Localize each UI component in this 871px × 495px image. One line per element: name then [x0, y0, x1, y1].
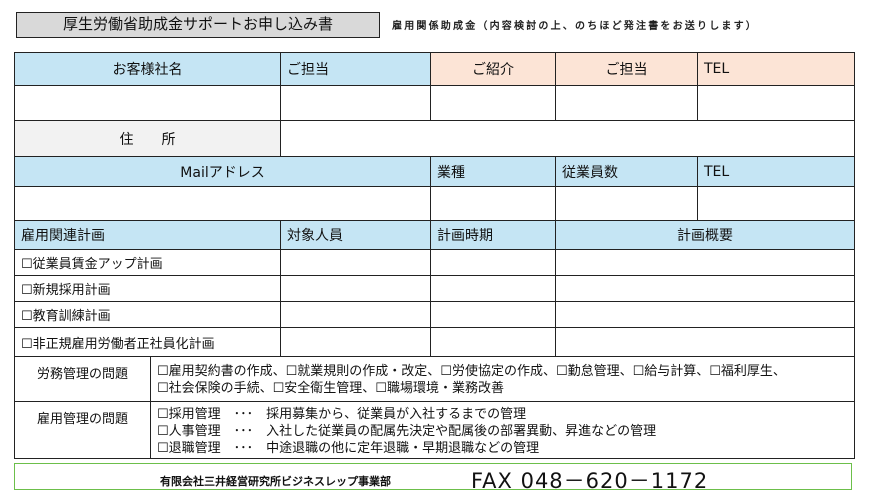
plan-checkbox-training[interactable]: ☐教育訓練計画 — [14, 301, 281, 328]
labor-options-line[interactable]: ☐社会保険の手続、☐安全衛生管理、☐職場環境・業務改善 — [157, 381, 504, 396]
labor-issues-label: 労務管理の問題 — [14, 356, 151, 402]
plan-summary-field[interactable] — [555, 327, 855, 357]
plan-period-header: 計画時期 — [430, 220, 556, 250]
company-name: 有限会社三井経営研究所ビジネスレップ事業部 — [160, 475, 391, 488]
employees-field[interactable] — [555, 186, 698, 221]
form-title: 厚生労働省助成金サポートお申し込み書 — [16, 12, 380, 38]
employees-header: 従業員数 — [555, 156, 698, 187]
form-subtitle: 雇用関係助成金（内容検討の上、のちほど発注書をお送りします） — [392, 21, 758, 32]
employment-option-recruitment[interactable]: ☐採用管理 ･･･ 採用募集から、従業員が入社するまでの管理 — [157, 406, 527, 422]
target-staff-header: 対象人員 — [280, 220, 431, 250]
contact-header: ご担当 — [280, 52, 431, 86]
target-staff-field[interactable] — [280, 301, 431, 328]
table-row: ☐新規採用計画 — [14, 275, 855, 302]
employment-issues-options: ☐採用管理 ･･･ 採用募集から、従業員が入社するまでの管理 ☐人事管理 ･･･… — [150, 401, 855, 459]
contact-field[interactable] — [280, 85, 431, 121]
referral-header: ご紹介 — [430, 52, 556, 86]
employment-option-personnel[interactable]: ☐人事管理 ･･･ 入社した従業員の配属先決定や配属後の部署異動、昇進などの管理 — [157, 423, 657, 439]
plan-period-field[interactable] — [430, 327, 556, 357]
mail-header: Mailアドレス — [14, 156, 431, 187]
plan-period-field[interactable] — [430, 275, 556, 302]
plan-checkbox-hiring[interactable]: ☐新規採用計画 — [14, 275, 281, 302]
tel2-header: TEL — [697, 156, 855, 187]
target-staff-field[interactable] — [280, 327, 431, 357]
industry-header: 業種 — [430, 156, 556, 187]
table-row: ☐従業員賃金アップ計画 — [14, 249, 855, 276]
table-row: ☐教育訓練計画 — [14, 301, 855, 328]
plan-period-field[interactable] — [430, 301, 556, 328]
tel2-field[interactable] — [697, 186, 855, 221]
referral-field[interactable] — [430, 85, 556, 121]
plan-summary-header: 計画概要 — [555, 220, 855, 250]
tel-field[interactable] — [697, 85, 855, 121]
fax-number: FAX 048－620－1172 — [471, 469, 709, 493]
plan-summary-field[interactable] — [555, 301, 855, 328]
referral-contact-field[interactable] — [555, 85, 698, 121]
company-name-header: お客様社名 — [14, 52, 281, 86]
labor-issues-options: ☐雇用契約書の作成、☐就業規則の作成・改定、☐労使協定の作成、☐勤怠管理、☐給与… — [150, 356, 855, 402]
referral-contact-header: ご担当 — [555, 52, 698, 86]
mail-field[interactable] — [14, 186, 431, 221]
company-name-field[interactable] — [14, 85, 281, 121]
plan-checkbox-wage[interactable]: ☐従業員賃金アップ計画 — [14, 249, 281, 276]
issues-table: 労務管理の問題 ☐雇用契約書の作成、☐就業規則の作成・改定、☐労使協定の作成、☐… — [14, 356, 855, 459]
footer-box: 有限会社三井経営研究所ビジネスレップ事業部 FAX 048－620－1172 — [14, 463, 852, 493]
plan-period-field[interactable] — [430, 249, 556, 276]
industry-field[interactable] — [430, 186, 556, 221]
tel-header: TEL — [697, 52, 855, 86]
plan-summary-field[interactable] — [555, 249, 855, 276]
employment-issues-label: 雇用管理の問題 — [14, 401, 151, 459]
table-row: ☐非正規雇用労働者正社員化計画 — [14, 327, 855, 357]
labor-options-line[interactable]: ☐雇用契約書の作成、☐就業規則の作成・改定、☐労使協定の作成、☐勤怠管理、☐給与… — [157, 364, 786, 379]
target-staff-field[interactable] — [280, 249, 431, 276]
plan-header: 雇用関連計画 — [14, 220, 281, 250]
application-form-table: お客様社名 ご担当 ご紹介 ご担当 TEL 住 所 Mailアドレス 業種 従業… — [14, 52, 855, 357]
employment-option-retirement[interactable]: ☐退職管理 ･･･ 中途退職の他に定年退職・早期退職などの管理 — [157, 440, 540, 456]
target-staff-field[interactable] — [280, 275, 431, 302]
plan-summary-field[interactable] — [555, 275, 855, 302]
plan-checkbox-regularization[interactable]: ☐非正規雇用労働者正社員化計画 — [14, 327, 281, 357]
address-label: 住 所 — [14, 120, 281, 157]
address-field[interactable] — [280, 120, 855, 157]
